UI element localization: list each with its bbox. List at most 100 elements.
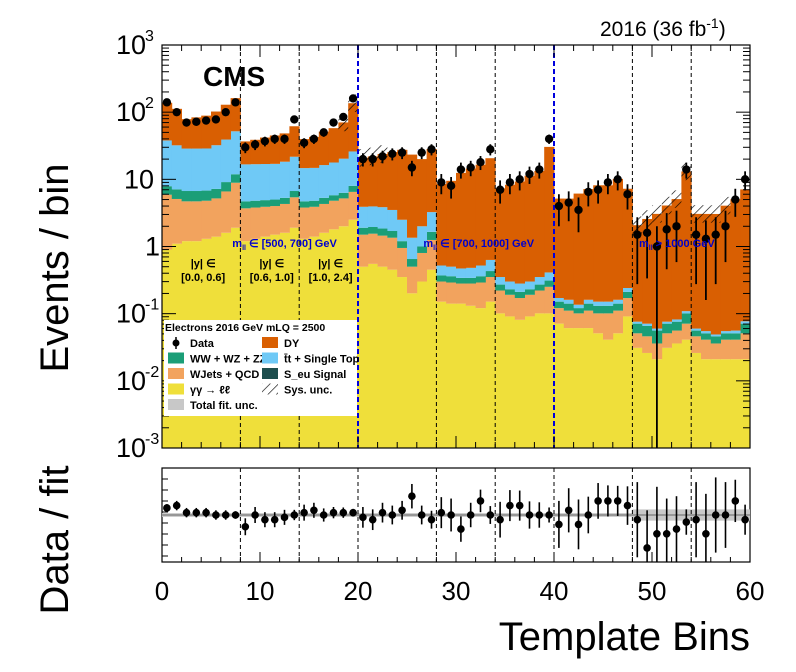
data-point <box>358 154 368 164</box>
bar-diboson <box>730 333 741 340</box>
bar-diboson <box>299 201 310 208</box>
data-point <box>388 149 397 158</box>
bar-wjets <box>309 206 320 237</box>
ratio-point <box>702 530 710 538</box>
mass-range-label: mll > 1000 GeV <box>639 238 715 252</box>
bar-diboson <box>220 182 231 192</box>
ratio-panel: 0 10 20 30 40 50 60 Data / fit Template Bins <box>33 466 764 659</box>
bar-wjets <box>505 294 516 317</box>
bar-diboson <box>426 231 437 240</box>
data-point <box>495 185 505 194</box>
bar-gg <box>593 333 604 448</box>
bar-dy <box>622 188 633 289</box>
data-point <box>554 201 564 211</box>
bar-wjets <box>269 206 280 235</box>
bar-dy <box>681 171 692 312</box>
ratio-point <box>437 508 446 517</box>
data-point <box>603 178 613 187</box>
bar-diboson <box>407 259 418 267</box>
ratio-point <box>692 515 700 524</box>
legend-entry-label: t̄t + Single Top <box>284 354 360 366</box>
data-point <box>623 190 632 199</box>
bar-wjets <box>642 336 653 353</box>
bar-dy <box>603 185 614 302</box>
bar-ttbar <box>681 311 692 314</box>
bar-diboson <box>230 174 241 183</box>
ratio-point <box>310 506 318 515</box>
bar-ttbar <box>544 272 555 281</box>
bar-wjets <box>563 310 574 329</box>
bar-dy <box>181 119 192 149</box>
bar-diboson <box>358 227 369 235</box>
ratio-point <box>221 511 230 519</box>
legend-swatch <box>168 352 184 364</box>
bar-gg <box>446 303 457 448</box>
bar-dy <box>475 164 486 266</box>
bar-dy <box>573 193 584 305</box>
bar-dy <box>505 184 516 282</box>
bar-dy <box>191 117 202 149</box>
bar-gg <box>514 319 525 448</box>
legend-entry-label: Data <box>190 338 215 350</box>
bar-wjets <box>171 198 182 244</box>
data-point <box>525 169 534 179</box>
bar-gg <box>426 269 437 448</box>
data-point <box>593 185 603 194</box>
y-tick-label: 10 <box>116 30 146 60</box>
bar-dy <box>367 156 378 207</box>
ratio-point <box>633 515 642 524</box>
bar-ttbar <box>524 281 535 290</box>
data-point <box>427 145 436 154</box>
ratio-point <box>682 518 691 526</box>
ratio-point <box>339 508 348 517</box>
bar-dy <box>416 159 427 227</box>
upper-annotations: Events / bin CMS 2016 (36 fb-1) mll ∈ [500, … <box>33 15 726 373</box>
bar-wjets <box>593 313 604 334</box>
bar-diboson <box>661 323 672 334</box>
bar-gg <box>661 347 672 448</box>
rapidity-label: |y| ∈ <box>191 258 216 270</box>
bar-diboson <box>710 336 721 344</box>
bar-gg <box>475 308 486 448</box>
bar-diboson <box>554 301 565 309</box>
data-point <box>378 152 387 161</box>
bar-diboson <box>318 197 329 204</box>
bar-wjets <box>720 339 731 360</box>
data-point <box>486 145 495 154</box>
data-point <box>299 138 309 147</box>
data-point <box>397 148 407 157</box>
bar-ttbar <box>632 321 643 324</box>
x-tick-label: 0 <box>155 576 169 606</box>
bar-dy <box>358 157 369 207</box>
bar-ttbar <box>671 319 682 322</box>
data-point <box>584 187 593 197</box>
bar-wjets <box>426 239 437 270</box>
y-tick-label: 10 <box>116 433 146 463</box>
bar-dy <box>720 205 731 332</box>
bar-diboson <box>603 305 614 314</box>
bar-ttbar <box>230 131 241 175</box>
bar-wjets <box>338 198 349 227</box>
bar-gg <box>573 328 584 448</box>
bar-diboson <box>514 291 525 299</box>
bar-wjets <box>201 200 212 239</box>
bar-diboson <box>583 303 594 311</box>
bar-dy <box>289 126 300 157</box>
bar-wjets <box>671 330 682 344</box>
bar-gg <box>563 328 574 448</box>
data-point <box>162 98 172 107</box>
ratio-point <box>359 513 367 522</box>
bar-dy <box>583 189 594 300</box>
bar-dy <box>426 149 437 213</box>
data-point <box>515 175 524 184</box>
bar-diboson <box>181 191 192 202</box>
ratio-point <box>172 501 181 510</box>
legend-hatch-swatch <box>262 383 278 395</box>
bar-ttbar <box>358 206 369 228</box>
ratio-point <box>506 501 514 510</box>
ratio-y-tick-area <box>114 466 158 568</box>
hatch-bin <box>338 113 349 132</box>
bar-ttbar <box>710 334 721 337</box>
bar-ttbar <box>593 301 604 306</box>
bar-ttbar <box>720 331 731 334</box>
